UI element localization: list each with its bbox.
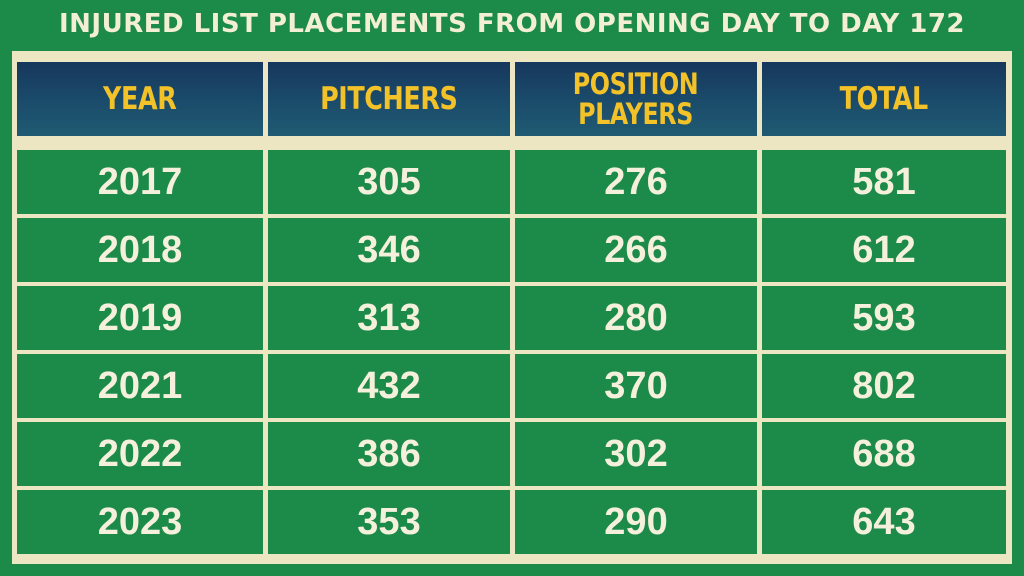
column-header-position-players: POSITION PLAYERS	[515, 62, 757, 136]
table-cell-year-2022: 2022	[17, 422, 263, 486]
table-cell-year-2018: 2018	[17, 218, 263, 282]
table-cell-total-2017: 581	[762, 150, 1006, 214]
table-cell-pitchers-2021: 432	[268, 354, 510, 418]
table-cell-pitchers-2018: 346	[268, 218, 510, 282]
table-cell-year-2019: 2019	[17, 286, 263, 350]
column-header-year: YEAR	[17, 62, 263, 136]
table-cell-year-2023: 2023	[17, 490, 263, 554]
table-cell-position-players-2022: 302	[515, 422, 757, 486]
table-cell-total-2022: 688	[762, 422, 1006, 486]
column-header-total: TOTAL	[762, 62, 1006, 136]
table-cell-pitchers-2023: 353	[268, 490, 510, 554]
table-cell-position-players-2021: 370	[515, 354, 757, 418]
table-cell-total-2019: 593	[762, 286, 1006, 350]
table-cell-total-2021: 802	[762, 354, 1006, 418]
table-cell-position-players-2019: 280	[515, 286, 757, 350]
table-cell-pitchers-2019: 313	[268, 286, 510, 350]
chart-title: INJURED LIST PLACEMENTS FROM OPENING DAY…	[58, 9, 966, 39]
table-cell-position-players-2017: 276	[515, 150, 757, 214]
table-cell-position-players-2018: 266	[515, 218, 757, 282]
table-cell-pitchers-2022: 386	[268, 422, 510, 486]
table-cell-year-2021: 2021	[17, 354, 263, 418]
table-cell-total-2023: 643	[762, 490, 1006, 554]
table-cell-total-2018: 612	[762, 218, 1006, 282]
data-table: YEAR PITCHERS POSITION PLAYERS TOTAL 2017 305 2…	[12, 51, 1012, 564]
table-cell-position-players-2023: 290	[515, 490, 757, 554]
table-cell-pitchers-2017: 305	[268, 150, 510, 214]
table-cell-year-2017: 2017	[17, 150, 263, 214]
column-header-pitchers: PITCHERS	[268, 62, 510, 136]
